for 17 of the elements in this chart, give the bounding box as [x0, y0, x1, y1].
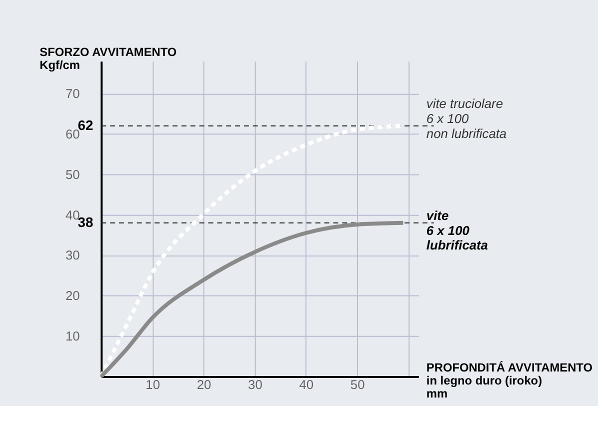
- y-tick-label: 20: [66, 288, 80, 304]
- x-axis-title: PROFONDITÁ AVVITAMENTO in legno duro (iroko) mm: [426, 360, 592, 400]
- series-label: vite truciolare 6 x 100 non lubrificata: [426, 96, 507, 141]
- x-tick-label: 20: [196, 376, 212, 392]
- y-axis-title: SFORZO AVVITAMENTO Kgf/cm: [40, 45, 177, 72]
- x-tick-label: 50: [350, 376, 365, 392]
- y-tick-label: 40: [66, 207, 80, 222]
- ref-line-label: 62: [78, 116, 94, 133]
- y-tick-label: 70: [66, 86, 80, 101]
- line-series: [99, 220, 406, 379]
- x-tick-label: 30: [248, 376, 262, 392]
- y-tick-label: 10: [66, 328, 80, 344]
- x-tick-label: 40: [299, 376, 314, 392]
- y-tick-label: 30: [66, 248, 80, 263]
- series-label: vite 6 x 100 lubrificata: [426, 208, 488, 253]
- x-tick-label: 10: [146, 376, 160, 392]
- y-tick-label: 50: [66, 166, 80, 182]
